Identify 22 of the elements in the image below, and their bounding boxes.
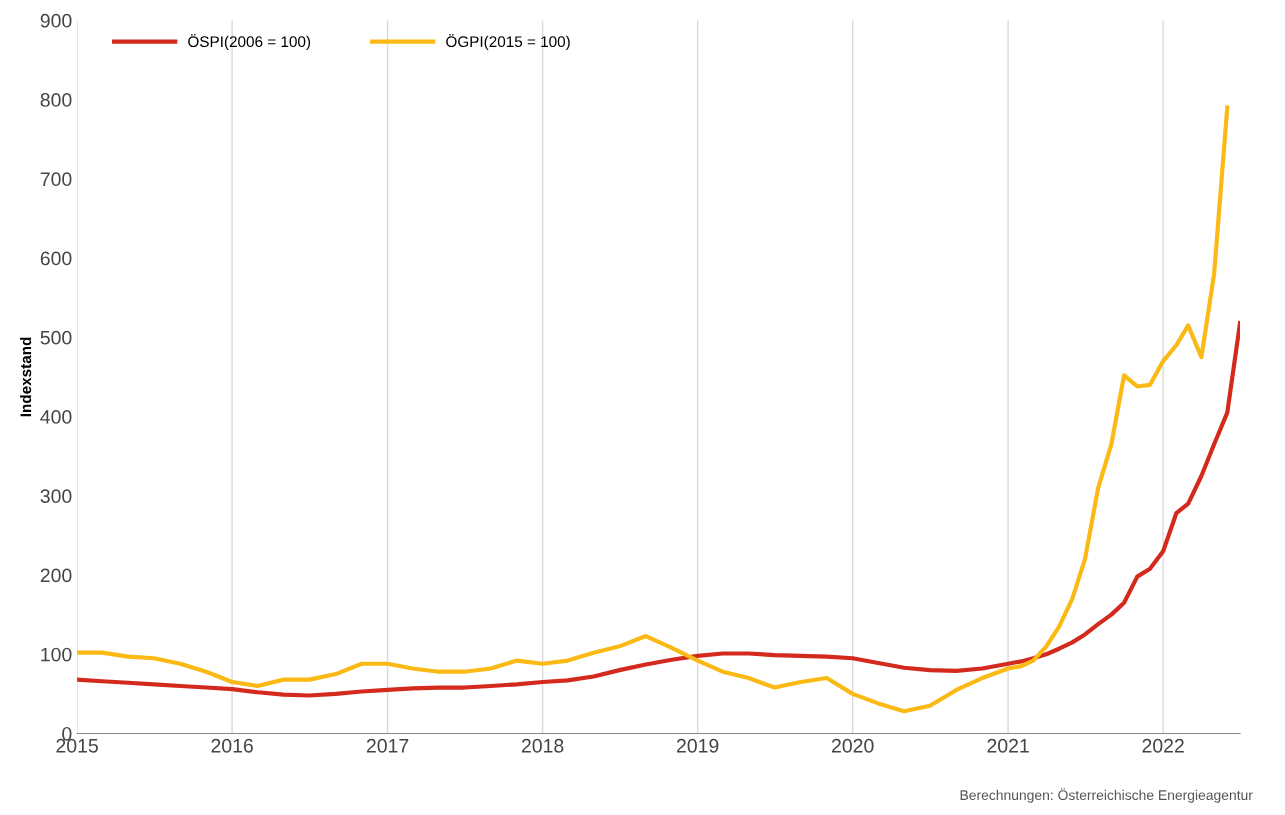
y-tick-label: 200: [40, 568, 72, 583]
x-tick-label: 2017: [366, 738, 409, 753]
x-tick-label: 2021: [987, 738, 1029, 753]
line-series: [77, 105, 1230, 714]
text: Berechnungen: Österreichische Energieagentur: [960, 788, 1253, 803]
y-tick-label: 500: [40, 330, 72, 345]
x-tick-label: 2018: [521, 738, 564, 753]
legend-label: ÖGPI(2015 = 100): [446, 34, 570, 51]
x-tick-label: 2016: [211, 738, 253, 753]
y-tick-label: 700: [40, 172, 72, 187]
y-tick-label: 900: [40, 13, 72, 28]
y-tick-label: 400: [40, 410, 72, 424]
x-tick-label: 2020: [832, 738, 874, 753]
legend-label: ÖSPI(2006 = 100): [188, 34, 311, 51]
x-tick-label: 2019: [676, 738, 719, 753]
y-tick-label: 600: [40, 251, 72, 266]
y-tick-label: 100: [41, 647, 72, 662]
y-tick-label: 800: [40, 93, 72, 107]
line-series: [77, 320, 1241, 698]
x-tick-label: 2022: [1142, 738, 1184, 753]
y-tick-label: 300: [40, 489, 72, 504]
y-axis-title: Indexstand: [20, 337, 32, 417]
